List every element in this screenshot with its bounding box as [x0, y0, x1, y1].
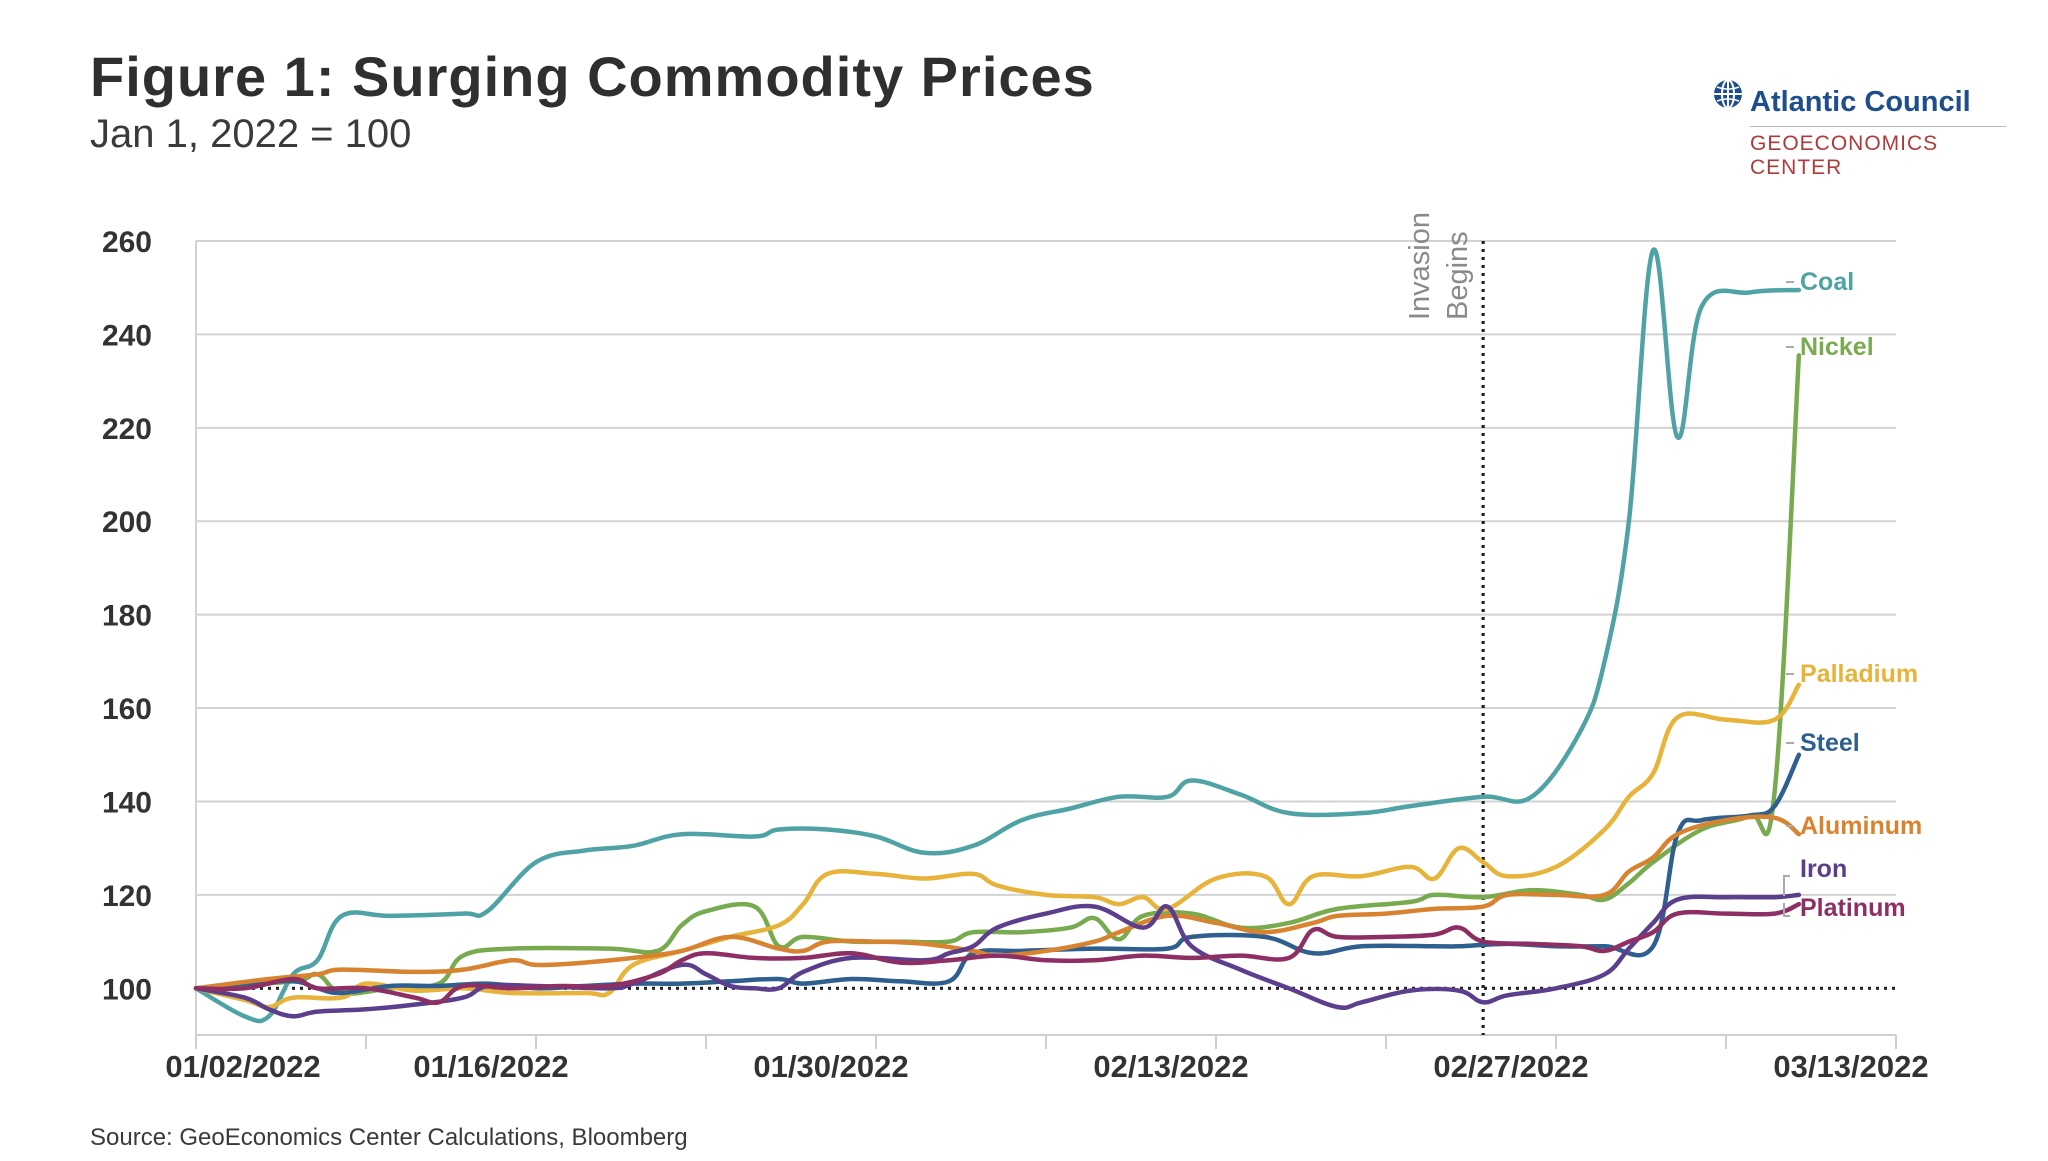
brand-name: Atlantic Council	[1750, 86, 1971, 118]
series-label-steel: Steel	[1800, 729, 1860, 757]
atlantic-council-logo: Atlantic Council GEOECONOMICS CENTER	[1712, 76, 2012, 179]
x-tick-label: 03/13/2022	[1773, 1049, 1928, 1084]
x-tick-label: 01/30/2022	[753, 1049, 908, 1084]
y-tick-label: 100	[102, 973, 152, 1006]
x-axis	[195, 241, 1897, 1049]
y-tick-label: 120	[102, 880, 152, 913]
x-tick-label: 02/13/2022	[1093, 1049, 1248, 1084]
label-bracket	[1783, 875, 1790, 917]
y-tick-label: 140	[102, 786, 152, 819]
series-label-palladium: Palladium	[1800, 660, 1918, 688]
invasion-label: Begins	[1442, 231, 1474, 320]
series-label-nickel: Nickel	[1800, 333, 1874, 361]
invasion-marker: Invasion Begins	[1404, 212, 1485, 1035]
y-tick-label: 220	[102, 413, 152, 446]
source-note: Source: GeoEconomics Center Calculations…	[90, 1124, 688, 1151]
x-tick-label: 02/27/2022	[1433, 1049, 1588, 1084]
globe-icon	[1714, 79, 1742, 109]
x-axis-ticks: 01/02/2022 01/16/2022 01/30/2022 02/13/2022…	[165, 1049, 1928, 1084]
y-tick-label: 200	[102, 506, 152, 539]
series-line-platinum	[193, 901, 1802, 1006]
chart-subtitle: Jan 1, 2022 = 100	[90, 112, 412, 156]
series-line-nickel	[193, 353, 1802, 996]
series-line-palladium	[193, 682, 1802, 1010]
series-label-coal: Coal	[1800, 268, 1854, 296]
series-lines	[193, 247, 1802, 1024]
series-label-platinum: Platinum	[1800, 894, 1906, 922]
y-tick-label: 260	[102, 226, 152, 259]
invasion-label: Invasion	[1404, 212, 1436, 320]
x-tick-label: 01/02/2022	[165, 1049, 320, 1084]
y-tick-label: 160	[102, 693, 152, 726]
series-line-iron	[193, 892, 1802, 1019]
series-line-coal	[193, 247, 1802, 1024]
x-tick-label: 01/16/2022	[413, 1049, 568, 1084]
y-tick-label: 180	[102, 600, 152, 633]
series-labels: Coal Nickel Palladium Steel Aluminum Iron Plat…	[1783, 268, 1922, 922]
brand-divider	[1750, 126, 2006, 127]
y-axis-ticks: 100 120 140 160 180 200 220 240 260	[102, 226, 152, 1006]
brand-subtitle: GEOECONOMICS CENTER	[1750, 132, 1939, 179]
series-line-aluminum	[193, 814, 1802, 991]
series-label-aluminum: Aluminum	[1800, 812, 1922, 840]
series-label-iron: Iron	[1800, 855, 1847, 883]
chart-title: Figure 1: Surging Commodity Prices	[90, 45, 1095, 108]
y-tick-label: 240	[102, 319, 152, 352]
